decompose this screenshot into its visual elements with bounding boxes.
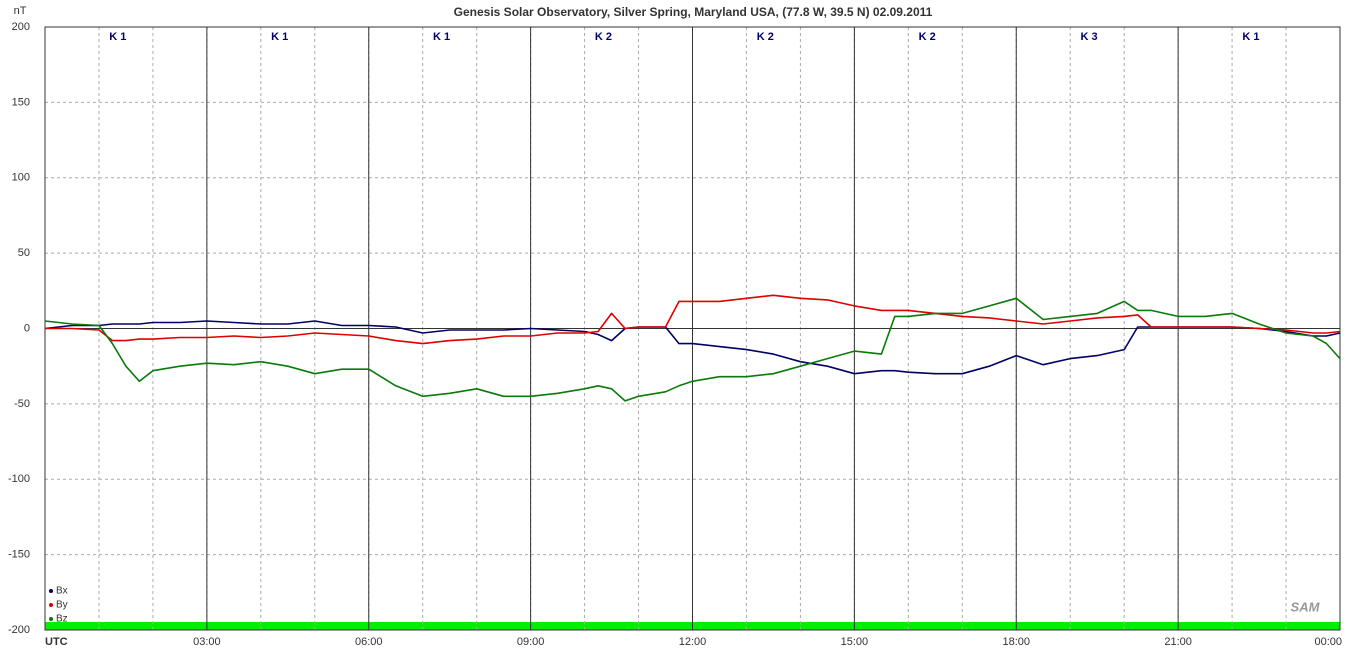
legend-label: Bx <box>56 586 68 597</box>
k-index-label: K 1 <box>433 31 450 43</box>
legend-label: By <box>56 600 68 611</box>
x-tick-label: 03:00 <box>193 636 221 648</box>
chart-title: Genesis Solar Observatory, Silver Spring… <box>454 5 933 19</box>
y-tick-label: -200 <box>8 624 30 636</box>
y-tick-label: 100 <box>12 172 30 184</box>
x-tick-label: 18:00 <box>1002 636 1030 648</box>
y-tick-label: 150 <box>12 96 30 108</box>
k-index-label: K 1 <box>109 31 126 43</box>
x-tick-label: 06:00 <box>355 636 383 648</box>
x-tick-label: 12:00 <box>679 636 707 648</box>
series-line <box>44 297 1341 402</box>
legend-marker <box>49 603 53 607</box>
x-tick-label: 09:00 <box>517 636 545 648</box>
y-tick-label: -100 <box>8 473 30 485</box>
x-tick-label: UTC <box>45 636 68 648</box>
legend-marker <box>49 617 53 621</box>
series-line <box>44 320 1341 375</box>
k-index-label: K 2 <box>595 31 612 43</box>
x-tick-label: 00:00 <box>1314 636 1342 648</box>
k-index-label: K 1 <box>271 31 288 43</box>
y-tick-label: 50 <box>18 247 30 259</box>
y-tick-label: -50 <box>14 398 30 410</box>
logo: SAM <box>1291 599 1321 614</box>
y-tick-label: 200 <box>12 21 30 33</box>
x-tick-label: 15:00 <box>841 636 869 648</box>
x-tick-label: 21:00 <box>1164 636 1192 648</box>
y-tick-label: 0 <box>24 322 30 334</box>
k-index-label: K 3 <box>1081 31 1098 43</box>
y-tick-label: -150 <box>8 549 30 561</box>
y-axis-label: nT <box>14 5 27 17</box>
series-line <box>45 294 1341 345</box>
k-index-label: K 1 <box>1242 31 1259 43</box>
k-index-label: K 2 <box>919 31 936 43</box>
legend-marker <box>49 589 53 593</box>
legend-label: Bz <box>56 614 68 625</box>
k-index-label: K 2 <box>757 31 774 43</box>
